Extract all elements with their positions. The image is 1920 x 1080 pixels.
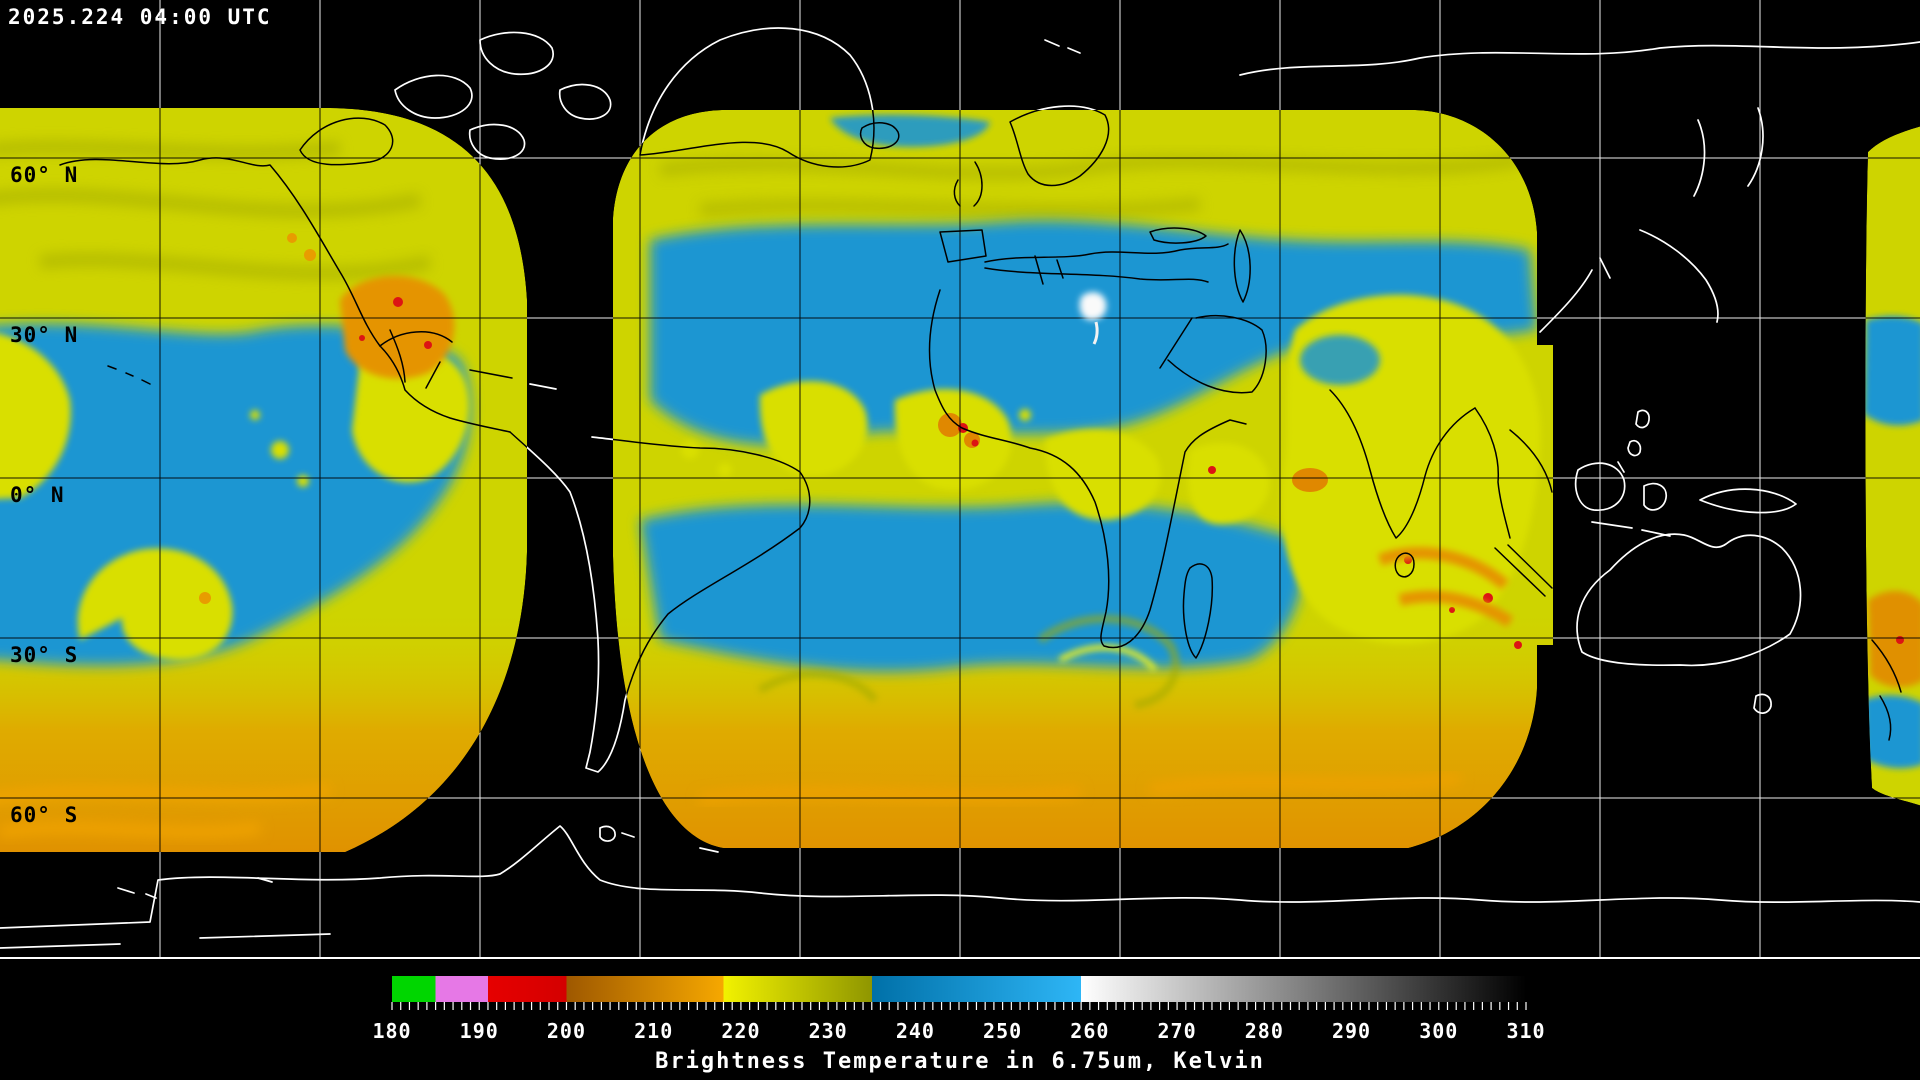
colorbar-tick-label: 280	[1245, 1019, 1284, 1043]
colorbar-tick-labels: 180 190 200 210 220 230 240 250 260 270 280 290 300 3…	[372, 1019, 1545, 1043]
latitude-labels: 60° N 30° N 0° N 30° S 60° S	[10, 163, 78, 827]
colorbar-ticks	[391, 1002, 1527, 1010]
colorbar-tick-label: 250	[983, 1019, 1022, 1043]
colorbar-gradient	[392, 976, 1526, 1002]
colorbar-tick-label: 180	[372, 1019, 411, 1043]
white-cloud-spot	[1079, 292, 1107, 345]
colorbar-tick-label: 210	[634, 1019, 673, 1043]
colorbar-tick-label: 310	[1506, 1019, 1545, 1043]
latitude-label: 0° N	[10, 483, 65, 507]
colorbar-tick-label: 270	[1158, 1019, 1197, 1043]
timestamp: 2025.224 04:00 UTC	[8, 5, 272, 29]
colorbar-tick-label: 220	[721, 1019, 760, 1043]
colorbar-tick-label: 200	[547, 1019, 586, 1043]
footprint-middle	[613, 110, 1553, 848]
colorbar-tick-label: 240	[896, 1019, 935, 1043]
colorbar: 180 190 200 210 220 230 240 250 260 270 280 290 300 3…	[372, 976, 1545, 1074]
colorbar-tick-label: 190	[460, 1019, 499, 1043]
colorbar-tick-label: 300	[1419, 1019, 1458, 1043]
latitude-label: 30° S	[10, 643, 78, 667]
latitude-label: 30° N	[10, 323, 78, 347]
colorbar-tick-label: 260	[1070, 1019, 1109, 1043]
latitude-label: 60° N	[10, 163, 78, 187]
colorbar-caption: Brightness Temperature in 6.75um, Kelvin	[655, 1049, 1265, 1074]
latitude-label: 60° S	[10, 803, 78, 827]
footprint-left	[0, 108, 527, 852]
colorbar-tick-label: 230	[809, 1019, 848, 1043]
colorbar-tick-label: 290	[1332, 1019, 1371, 1043]
footprint-right-sliver	[1865, 126, 1920, 806]
